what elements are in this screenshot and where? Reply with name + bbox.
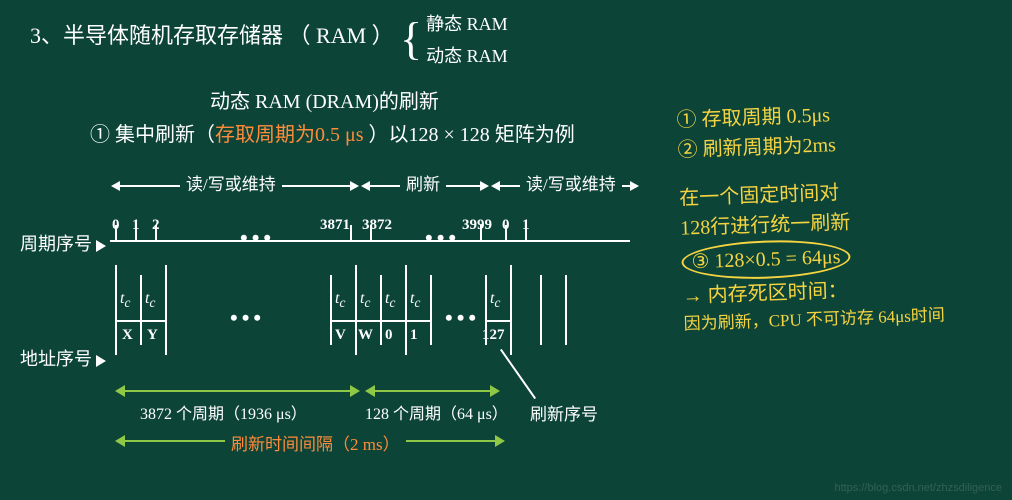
addr-V: V [335, 327, 346, 344]
span1-label: 3872 个周期（1936 μs） [140, 400, 307, 424]
seg-label-rw2: 读/写或维持 [520, 170, 622, 195]
tc-5: tc [385, 290, 395, 311]
hw-l5: ③ 128×0.5 = 64μs [681, 238, 851, 282]
tc-6: tc [410, 290, 420, 311]
hline [330, 320, 430, 322]
brace-symbol: { [400, 16, 422, 62]
dots-mid-1: ••• [230, 305, 265, 331]
tc-4: tc [360, 290, 370, 311]
brace-item-static: 静态 RAM [426, 10, 508, 36]
vline [115, 265, 117, 355]
seg-label-rw1: 读/写或维持 [180, 170, 282, 195]
tick [350, 225, 352, 240]
num-0b: 0 [502, 217, 510, 234]
line2-bullet: ① [90, 124, 110, 146]
vline [355, 265, 357, 355]
timing-diagram: 读/写或维持 刷新 读/写或维持 周期序号 0 1 2 ••• 3871 387… [30, 155, 660, 475]
brace-group: { 静态 RAM 动态 RAM [400, 10, 508, 68]
pointer-line [500, 349, 536, 399]
num-3999: 3999 [462, 217, 492, 234]
num-3872: 3872 [362, 217, 392, 234]
line2-post: ）以128 × 128 矩阵为例 [364, 124, 575, 146]
watermark: https://blog.csdn.net/zhzsdiligence [834, 482, 1002, 494]
addr-label: 地址序号 [20, 345, 106, 371]
num-3871: 3871 [320, 217, 350, 234]
tc-3: tc [335, 290, 345, 311]
title-row: 3、 半导体随机存取存储器 （ RAM ） [30, 18, 394, 50]
addr-label-text: 地址序号 [20, 349, 92, 369]
num-1: 1 [132, 217, 140, 234]
green-span-3872 [125, 390, 350, 392]
title-num: 3、 [30, 18, 63, 50]
vline [430, 275, 432, 345]
addr-Y: Y [147, 327, 158, 344]
brace-items: 静态 RAM 动态 RAM [426, 10, 508, 68]
vline [405, 265, 407, 355]
tc-1: tc [120, 290, 130, 311]
cycle-label: 周期序号 [20, 230, 106, 256]
vline [165, 265, 167, 355]
dots-top-1: ••• [240, 225, 275, 251]
title-text: 半导体随机存取存储器 （ RAM ） [63, 18, 394, 50]
tc-2: tc [145, 290, 155, 311]
hline [115, 320, 165, 322]
line2-orange: 存取周期为0.5 μs [215, 124, 364, 146]
cycle-label-text: 周期序号 [20, 234, 92, 254]
addr-X: X [122, 327, 133, 344]
seg-label-refresh: 刷新 [400, 170, 446, 195]
handwriting-block: ① 存取周期 0.5μs ② 刷新周期为2ms 在一个固定时间对 128行进行统… [676, 94, 1004, 337]
addr-W: W [358, 327, 373, 344]
num-1b: 1 [522, 217, 530, 234]
addr-0: 0 [385, 327, 393, 344]
subtitle: 动态 RAM (DRAM)的刷新 [210, 85, 439, 114]
dots-mid-2: ••• [445, 305, 480, 331]
span3-text: 刷新时间间隔（2 ms） [231, 435, 400, 454]
hline [485, 320, 512, 322]
brace-item-dynamic: 动态 RAM [426, 42, 508, 68]
tc-7: tc [490, 290, 500, 311]
vline [540, 275, 542, 345]
addr-127: 127 [482, 327, 505, 344]
vline [140, 275, 142, 345]
dots-top-2: ••• [425, 225, 460, 251]
vline [565, 275, 567, 345]
line2-pre: 集中刷新（ [115, 124, 215, 146]
addr-1: 1 [410, 327, 418, 344]
top-baseline [110, 240, 630, 242]
line2: ① 集中刷新（存取周期为0.5 μs ）以128 × 128 矩阵为例 [90, 118, 575, 147]
vline [330, 275, 332, 345]
num-2: 2 [152, 217, 160, 234]
vline [380, 275, 382, 345]
refresh-seq-label: 刷新序号 [530, 400, 598, 425]
green-span-128 [375, 390, 490, 392]
span3-label: 刷新时间间隔（2 ms） [225, 430, 406, 455]
num-0: 0 [112, 217, 120, 234]
vline [510, 265, 512, 355]
span2-label: 128 个周期（64 μs） [365, 400, 508, 424]
